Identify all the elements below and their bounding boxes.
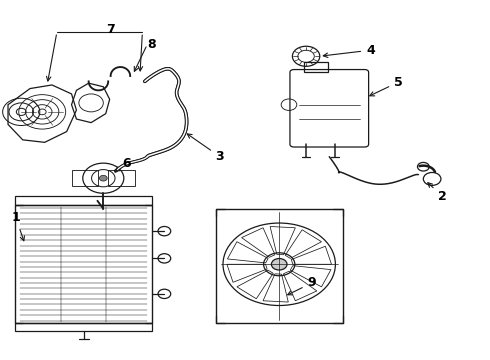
Bar [15, 323, 152, 331]
Bar [15, 196, 152, 205]
Bar [15, 205, 152, 323]
Bar [72, 170, 98, 186]
Circle shape [99, 175, 107, 181]
Text: 3: 3 [187, 134, 224, 163]
Bar [108, 170, 135, 186]
Bar [216, 209, 343, 323]
Text: 1: 1 [11, 211, 24, 241]
Text: 4: 4 [323, 44, 375, 58]
Circle shape [271, 258, 287, 270]
Text: 6: 6 [115, 157, 130, 171]
Text: 9: 9 [288, 276, 316, 295]
Text: 5: 5 [370, 76, 403, 96]
Text: 8: 8 [147, 38, 155, 51]
Bar [304, 62, 328, 72]
Text: 2: 2 [428, 183, 447, 203]
Text: 7: 7 [106, 23, 115, 36]
